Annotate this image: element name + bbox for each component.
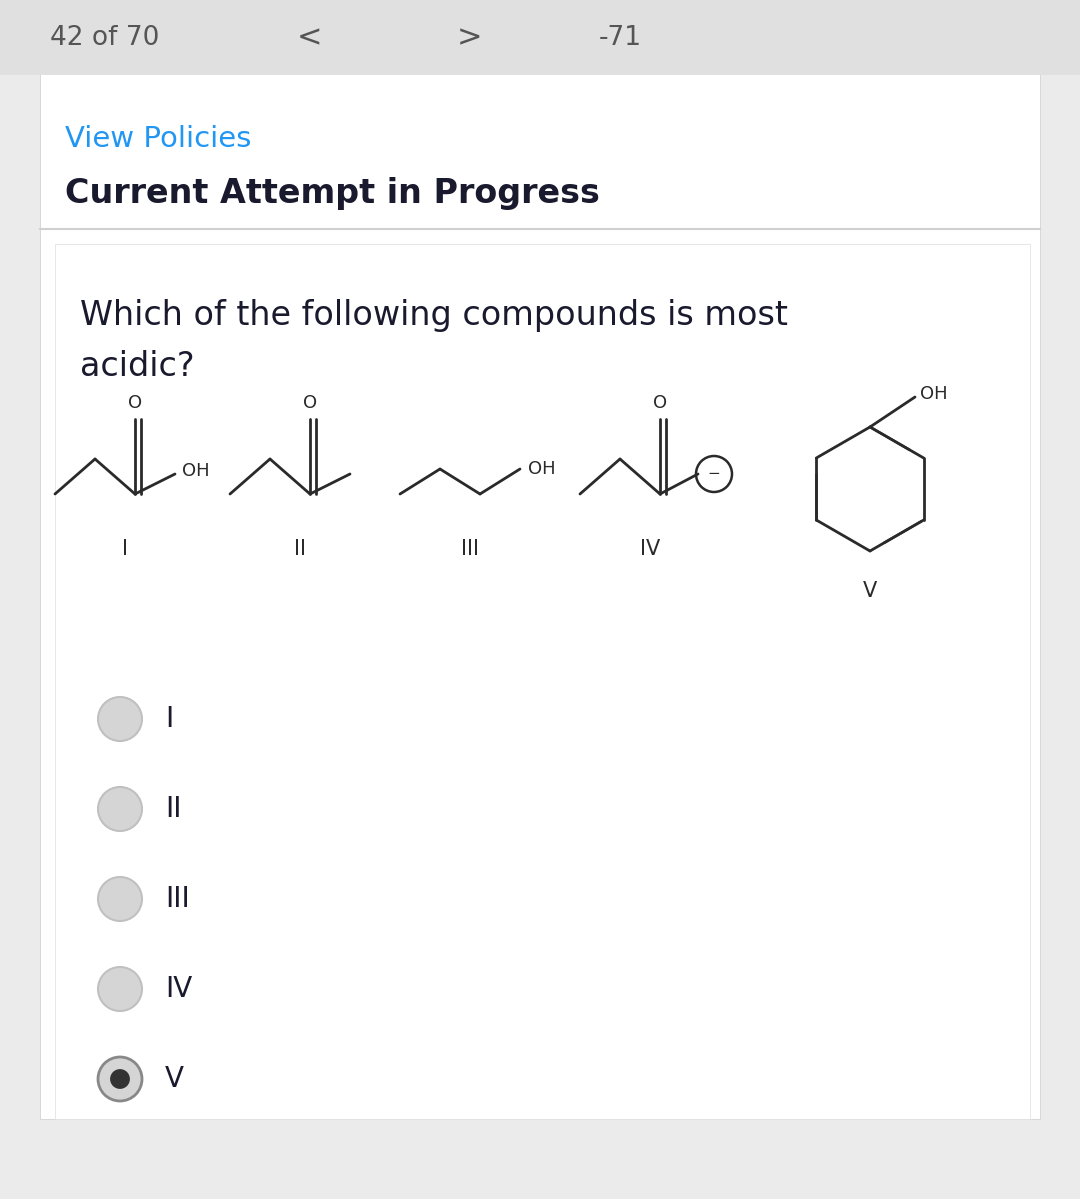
Text: V: V [165, 1065, 184, 1093]
Circle shape [98, 1058, 141, 1101]
Circle shape [98, 876, 141, 921]
Text: I: I [122, 540, 129, 559]
Circle shape [110, 1070, 130, 1089]
Text: IV: IV [165, 975, 192, 1004]
Text: O: O [653, 394, 667, 412]
Text: View Policies: View Policies [65, 125, 252, 153]
Text: IV: IV [639, 540, 660, 559]
FancyBboxPatch shape [40, 20, 1040, 1119]
Text: >: > [457, 24, 483, 53]
Text: I: I [165, 705, 173, 733]
Circle shape [98, 697, 141, 741]
Circle shape [98, 968, 141, 1011]
Text: −: − [707, 466, 720, 482]
Text: V: V [863, 582, 877, 601]
Text: OH: OH [183, 462, 210, 480]
Text: II: II [294, 540, 306, 559]
Text: II: II [165, 795, 181, 823]
FancyBboxPatch shape [55, 245, 1030, 1119]
Text: 42 of 70: 42 of 70 [50, 25, 160, 52]
Text: III: III [461, 540, 480, 559]
FancyBboxPatch shape [0, 0, 1080, 76]
Text: III: III [165, 885, 190, 912]
Text: O: O [127, 394, 143, 412]
Text: <: < [297, 24, 323, 53]
Text: OH: OH [528, 460, 555, 478]
Text: Current Attempt in Progress: Current Attempt in Progress [65, 177, 599, 211]
Text: O: O [302, 394, 318, 412]
Circle shape [98, 787, 141, 831]
Text: OH: OH [920, 385, 947, 403]
Text: Which of the following compounds is most
acidic?: Which of the following compounds is most… [80, 299, 788, 384]
Text: -71: -71 [598, 25, 642, 52]
